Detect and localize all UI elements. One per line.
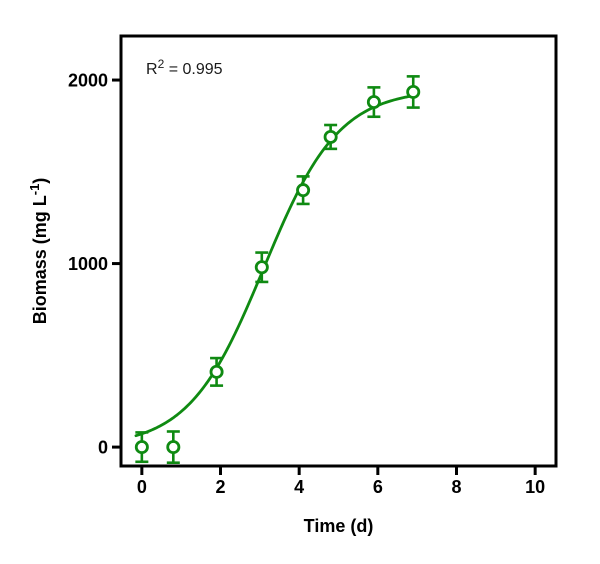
y-axis-title: Biomass (mg L-1) (27, 178, 50, 325)
y-tick-label: 2000 (68, 71, 108, 91)
data-point-marker (406, 84, 421, 99)
x-tick-label: 0 (137, 477, 147, 497)
fit-curve (134, 94, 415, 438)
plot-frame (119, 34, 558, 468)
y-tick-label: 1000 (68, 254, 108, 274)
x-axis-title: Time (d) (304, 516, 374, 536)
x-tick-label: 4 (294, 477, 304, 497)
x-tick-label: 2 (215, 477, 225, 497)
data-point-marker (166, 440, 181, 455)
data-point-marker (134, 440, 149, 455)
x-tick-label: 8 (451, 477, 461, 497)
r-squared-annotation: R2 = 0.995 (146, 57, 223, 78)
data-point-marker (296, 183, 311, 198)
x-tick-label: 6 (373, 477, 383, 497)
y-tick-label: 0 (98, 438, 108, 458)
data-point-marker (254, 260, 269, 275)
data-point-marker (366, 95, 381, 110)
data-point-marker (323, 129, 338, 144)
x-tick-label: 10 (525, 477, 545, 497)
data-point-marker (209, 364, 224, 379)
